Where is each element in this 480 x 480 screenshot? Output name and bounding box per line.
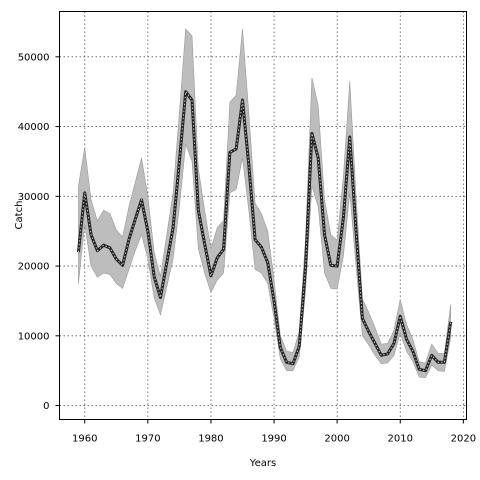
y-axis-label: Catch bbox=[14, 201, 25, 230]
x-tick-label: 2020 bbox=[451, 434, 476, 445]
y-axis-ticks: 0 10000 20000 30000 40000 50000 bbox=[18, 52, 60, 412]
x-tick-label: 1970 bbox=[135, 434, 160, 445]
x-axis-label: Years bbox=[249, 458, 276, 469]
y-tick-label: 30000 bbox=[18, 192, 50, 203]
x-tick-label: 1980 bbox=[198, 434, 223, 445]
y-tick-label: 0 bbox=[43, 401, 49, 412]
x-tick-label: 1960 bbox=[72, 434, 97, 445]
confidence-band bbox=[78, 28, 452, 378]
x-axis-ticks: 1960 1970 1980 1990 2000 2010 2020 bbox=[72, 419, 476, 445]
catch-line-layer bbox=[76, 90, 453, 373]
confidence-band-layer bbox=[78, 28, 452, 378]
y-tick-label: 50000 bbox=[18, 52, 50, 63]
grid-lines bbox=[59, 11, 467, 420]
plot-frame bbox=[59, 11, 467, 420]
catch-line-dots bbox=[77, 90, 452, 372]
plot-background bbox=[59, 11, 467, 420]
x-tick-label: 1990 bbox=[261, 434, 286, 445]
y-tick-label: 20000 bbox=[18, 262, 50, 273]
y-tick-label: 10000 bbox=[18, 331, 50, 342]
y-tick-label: 40000 bbox=[18, 122, 50, 133]
x-tick-label: 2010 bbox=[388, 434, 413, 445]
x-tick-label: 2000 bbox=[324, 434, 349, 445]
